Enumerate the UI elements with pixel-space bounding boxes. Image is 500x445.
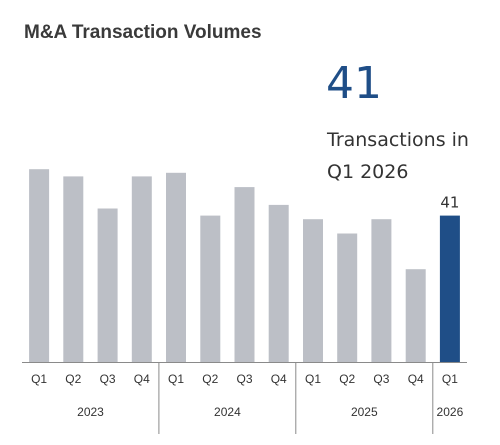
bar: [234, 187, 255, 362]
x-tick-label: Q4: [408, 372, 424, 386]
x-tick-label: Q2: [202, 372, 218, 386]
data-label: 41: [440, 194, 459, 212]
year-group-label: 2023: [77, 405, 104, 419]
bar: [29, 169, 50, 362]
bar: [200, 215, 221, 362]
year-group-label: 2024: [214, 405, 241, 419]
x-tick-label: Q1: [442, 372, 458, 386]
kpi-value: 41: [326, 58, 382, 109]
x-tick-label: Q3: [236, 372, 252, 386]
bar: [166, 172, 186, 362]
bar: [405, 269, 426, 362]
bar: [337, 233, 358, 362]
x-tick-label: Q1: [31, 372, 47, 386]
x-tick-label: Q3: [100, 372, 116, 386]
bar: [97, 208, 118, 362]
bar: [371, 219, 392, 362]
x-tick-label: Q3: [373, 372, 389, 386]
year-group-label: 2025: [351, 405, 378, 419]
bar: [439, 215, 460, 362]
chart-title: M&A Transaction Volumes: [24, 22, 262, 43]
x-tick-label: Q2: [339, 372, 355, 386]
bar: [131, 176, 152, 362]
kpi-caption: Transactions in Q1 2026: [327, 129, 469, 183]
year-group-label: 2026: [437, 405, 464, 419]
x-tick-label: Q1: [305, 372, 321, 386]
x-tick-label: Q2: [65, 372, 81, 386]
x-tick-label: Q1: [168, 372, 184, 386]
x-tick-label: Q4: [134, 372, 150, 386]
bar: [63, 176, 84, 362]
bar: [268, 204, 289, 362]
bar: [303, 219, 323, 362]
x-tick-label: Q4: [271, 372, 287, 386]
